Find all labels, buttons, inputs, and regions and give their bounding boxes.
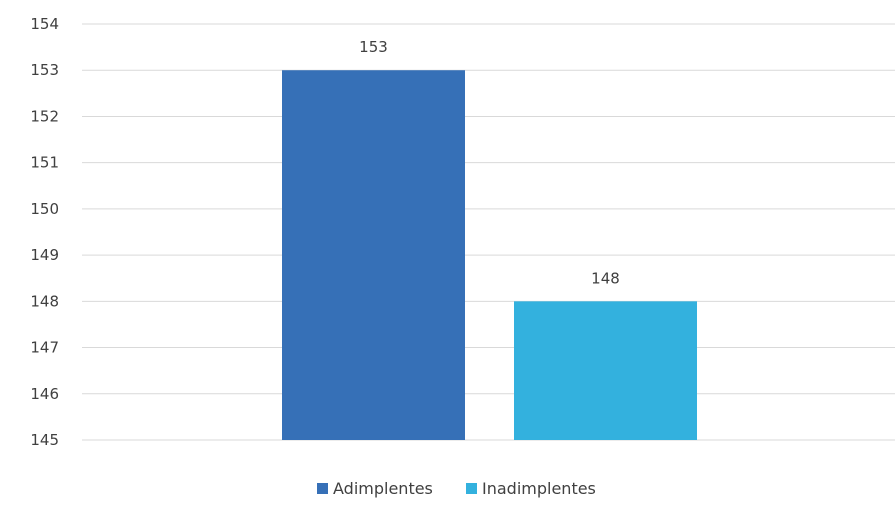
legend: Adimplentes Inadimplentes: [317, 479, 596, 498]
y-tick-label: 146: [30, 385, 59, 403]
gridlines: [82, 23, 895, 441]
data-labels: 153 148: [359, 38, 620, 287]
y-tick-label: 147: [30, 339, 59, 357]
y-tick-label: 153: [30, 61, 59, 79]
legend-swatch-inadimplentes: [466, 483, 477, 494]
legend-label-inadimplentes: Inadimplentes: [482, 479, 596, 498]
data-label-inadimplentes: 148: [591, 269, 620, 287]
bar-inadimplentes: [514, 301, 697, 440]
y-tick-label: 145: [30, 431, 59, 449]
bar-adimplentes: [282, 70, 465, 440]
y-axis-tick-labels: 154 153 152 151 150 149 148 147 146 145: [30, 15, 59, 449]
legend-label-adimplentes: Adimplentes: [333, 479, 433, 498]
y-tick-label: 154: [30, 15, 59, 33]
y-tick-label: 149: [30, 246, 59, 264]
legend-swatch-adimplentes: [317, 483, 328, 494]
bars: [282, 70, 697, 440]
y-tick-label: 150: [30, 200, 59, 218]
y-tick-label: 151: [30, 154, 59, 172]
data-label-adimplentes: 153: [359, 38, 388, 56]
y-tick-label: 152: [30, 107, 59, 125]
y-tick-label: 148: [30, 292, 59, 310]
